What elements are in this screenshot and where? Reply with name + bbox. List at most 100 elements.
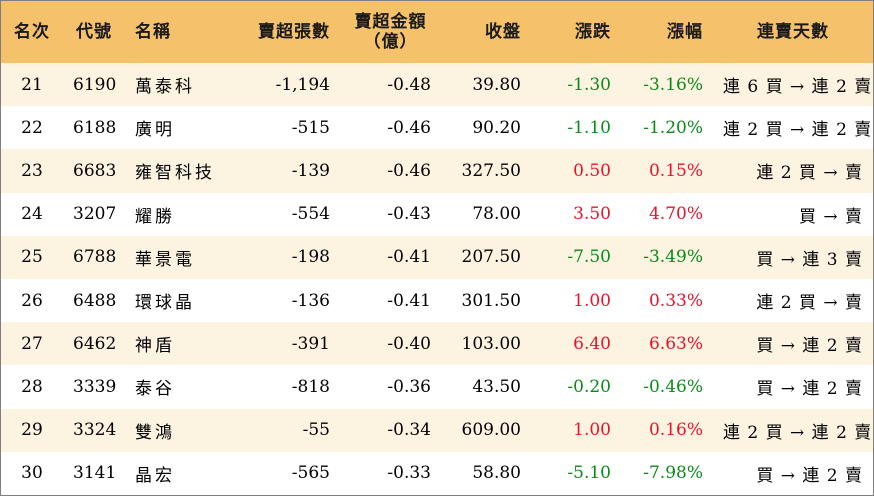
cell-close: 301.50 (461, 290, 521, 311)
header-code: 代號 (76, 22, 112, 42)
table-row: 26 6488 環球晶 -136 -0.41 301.50 1.00 0.33%… (1, 278, 873, 323)
cell-streak: 連 2 買 → 連 2 賣 (723, 120, 873, 141)
cell-streak: 連 6 買 → 連 2 賣 (723, 77, 873, 98)
cell-rank: 30 (21, 463, 43, 484)
header-net-sell-amount-line2: （億） (363, 32, 418, 52)
cell-rank: 21 (21, 74, 43, 95)
cell-close: 609.00 (461, 420, 521, 441)
table-row: 29 3324 雙鴻 -55 -0.34 609.00 1.00 0.16% 連… (1, 408, 873, 452)
cell-name: 耀勝 (135, 206, 175, 227)
cell-net-sell-amount: -0.41 (387, 290, 431, 311)
header-net-sell-lots: 賣超張數 (258, 22, 330, 42)
cell-rank: 24 (21, 204, 43, 225)
cell-code: 3339 (73, 376, 117, 397)
cell-rank: 22 (21, 117, 43, 138)
table-header-row: 名次 代號 名稱 賣超張數 賣超金額 （億） 收盤 漲跌 漲幅 連賣天數 (1, 1, 873, 63)
cell-change: -1.10 (567, 117, 611, 138)
table-row: 21 6190 萬泰科 -1,194 -0.48 39.80 -1.30 -3.… (1, 63, 873, 107)
cell-change: 6.40 (573, 333, 611, 354)
cell-streak: 連 2 買 → 賣 (756, 293, 863, 314)
cell-code: 6188 (73, 117, 117, 138)
cell-code: 6190 (73, 74, 117, 95)
table-row: 30 3141 晶宏 -565 -0.33 58.80 -5.10 -7.98%… (1, 451, 873, 495)
cell-change-pct: -0.46% (643, 376, 703, 397)
cell-rank: 25 (21, 247, 43, 268)
cell-close: 39.80 (472, 74, 521, 95)
table-row: 23 6683 雍智科技 -139 -0.46 327.50 0.50 0.15… (1, 149, 873, 193)
cell-change: 3.50 (573, 204, 611, 225)
table-row: 28 3339 泰谷 -818 -0.36 43.50 -0.20 -0.46%… (1, 365, 873, 409)
cell-change-pct: 0.15% (648, 160, 703, 181)
cell-net-sell-amount: -0.43 (387, 204, 431, 225)
cell-streak: 買 → 連 2 賣 (756, 379, 863, 400)
cell-net-sell-lots: -565 (291, 463, 330, 484)
cell-close: 78.00 (472, 204, 521, 225)
cell-close: 327.50 (461, 160, 521, 181)
cell-code: 3207 (73, 204, 117, 225)
cell-name: 萬泰科 (135, 77, 195, 98)
cell-name: 華景電 (135, 249, 195, 270)
cell-rank: 23 (21, 160, 43, 181)
cell-rank: 27 (21, 333, 43, 354)
cell-code: 3141 (73, 463, 117, 484)
cell-net-sell-amount: -0.40 (387, 333, 431, 354)
table-row: 27 6462 神盾 -391 -0.40 103.00 6.40 6.63% … (1, 322, 873, 366)
cell-net-sell-amount: -0.48 (387, 74, 431, 95)
cell-net-sell-lots: -515 (291, 117, 330, 138)
cell-name: 雙鴻 (135, 422, 175, 443)
cell-net-sell-lots: -139 (291, 160, 330, 181)
cell-streak: 買 → 賣 (798, 206, 863, 227)
cell-name: 雍智科技 (135, 163, 215, 184)
cell-streak: 買 → 連 3 賣 (756, 249, 863, 270)
cell-change-pct: -3.16% (643, 74, 703, 95)
header-net-sell-amount: 賣超金額 （億） (340, 1, 441, 63)
cell-change-pct: 6.63% (648, 333, 703, 354)
cell-change-pct: 0.16% (648, 420, 703, 441)
cell-rank: 28 (21, 376, 43, 397)
cell-rank: 29 (21, 420, 43, 441)
cell-close: 103.00 (461, 333, 521, 354)
cell-streak: 連 2 買 → 連 2 賣 (723, 422, 873, 443)
cell-code: 6462 (73, 333, 117, 354)
header-close: 收盤 (485, 22, 521, 42)
cell-net-sell-lots: -136 (291, 290, 330, 311)
header-net-sell-amount-line1: 賣超金額 (354, 12, 427, 32)
cell-code: 6488 (73, 290, 117, 311)
cell-streak: 連 2 買 → 賣 (756, 163, 863, 184)
cell-change-pct: -7.98% (643, 463, 703, 484)
cell-change: 1.00 (573, 290, 611, 311)
header-name: 名稱 (135, 22, 171, 42)
cell-change-pct: 4.70% (648, 204, 703, 225)
cell-change-pct: -3.49% (643, 247, 703, 268)
cell-change: 1.00 (573, 420, 611, 441)
cell-net-sell-amount: -0.36 (387, 376, 431, 397)
cell-close: 43.50 (472, 376, 521, 397)
table-row: 22 6188 廣明 -515 -0.46 90.20 -1.10 -1.20%… (1, 106, 873, 150)
cell-change: -1.30 (567, 74, 611, 95)
cell-name: 環球晶 (135, 293, 195, 314)
cell-close: 207.50 (461, 247, 521, 268)
cell-change-pct: 0.33% (648, 290, 703, 311)
cell-net-sell-lots: -391 (291, 333, 330, 354)
table-row: 25 6788 華景電 -198 -0.41 207.50 -7.50 -3.4… (1, 235, 873, 279)
header-streak: 連賣天數 (757, 22, 829, 42)
cell-close: 58.80 (472, 463, 521, 484)
cell-change: -0.20 (567, 376, 611, 397)
cell-net-sell-lots: -818 (291, 376, 330, 397)
header-change-pct: 漲幅 (667, 22, 703, 42)
cell-name: 晶宏 (135, 465, 175, 486)
cell-net-sell-lots: -55 (302, 420, 330, 441)
cell-net-sell-amount: -0.34 (387, 420, 431, 441)
cell-net-sell-lots: -198 (291, 247, 330, 268)
table-body: 21 6190 萬泰科 -1,194 -0.48 39.80 -1.30 -3.… (1, 63, 873, 495)
cell-net-sell-amount: -0.46 (387, 117, 431, 138)
cell-streak: 買 → 連 2 賣 (756, 336, 863, 357)
cell-change-pct: -1.20% (643, 117, 703, 138)
cell-code: 6788 (73, 247, 117, 268)
cell-name: 神盾 (135, 336, 175, 357)
cell-name: 廣明 (135, 120, 175, 141)
header-change: 漲跌 (575, 22, 611, 42)
cell-name: 泰谷 (135, 379, 175, 400)
cell-change: -5.10 (567, 463, 611, 484)
